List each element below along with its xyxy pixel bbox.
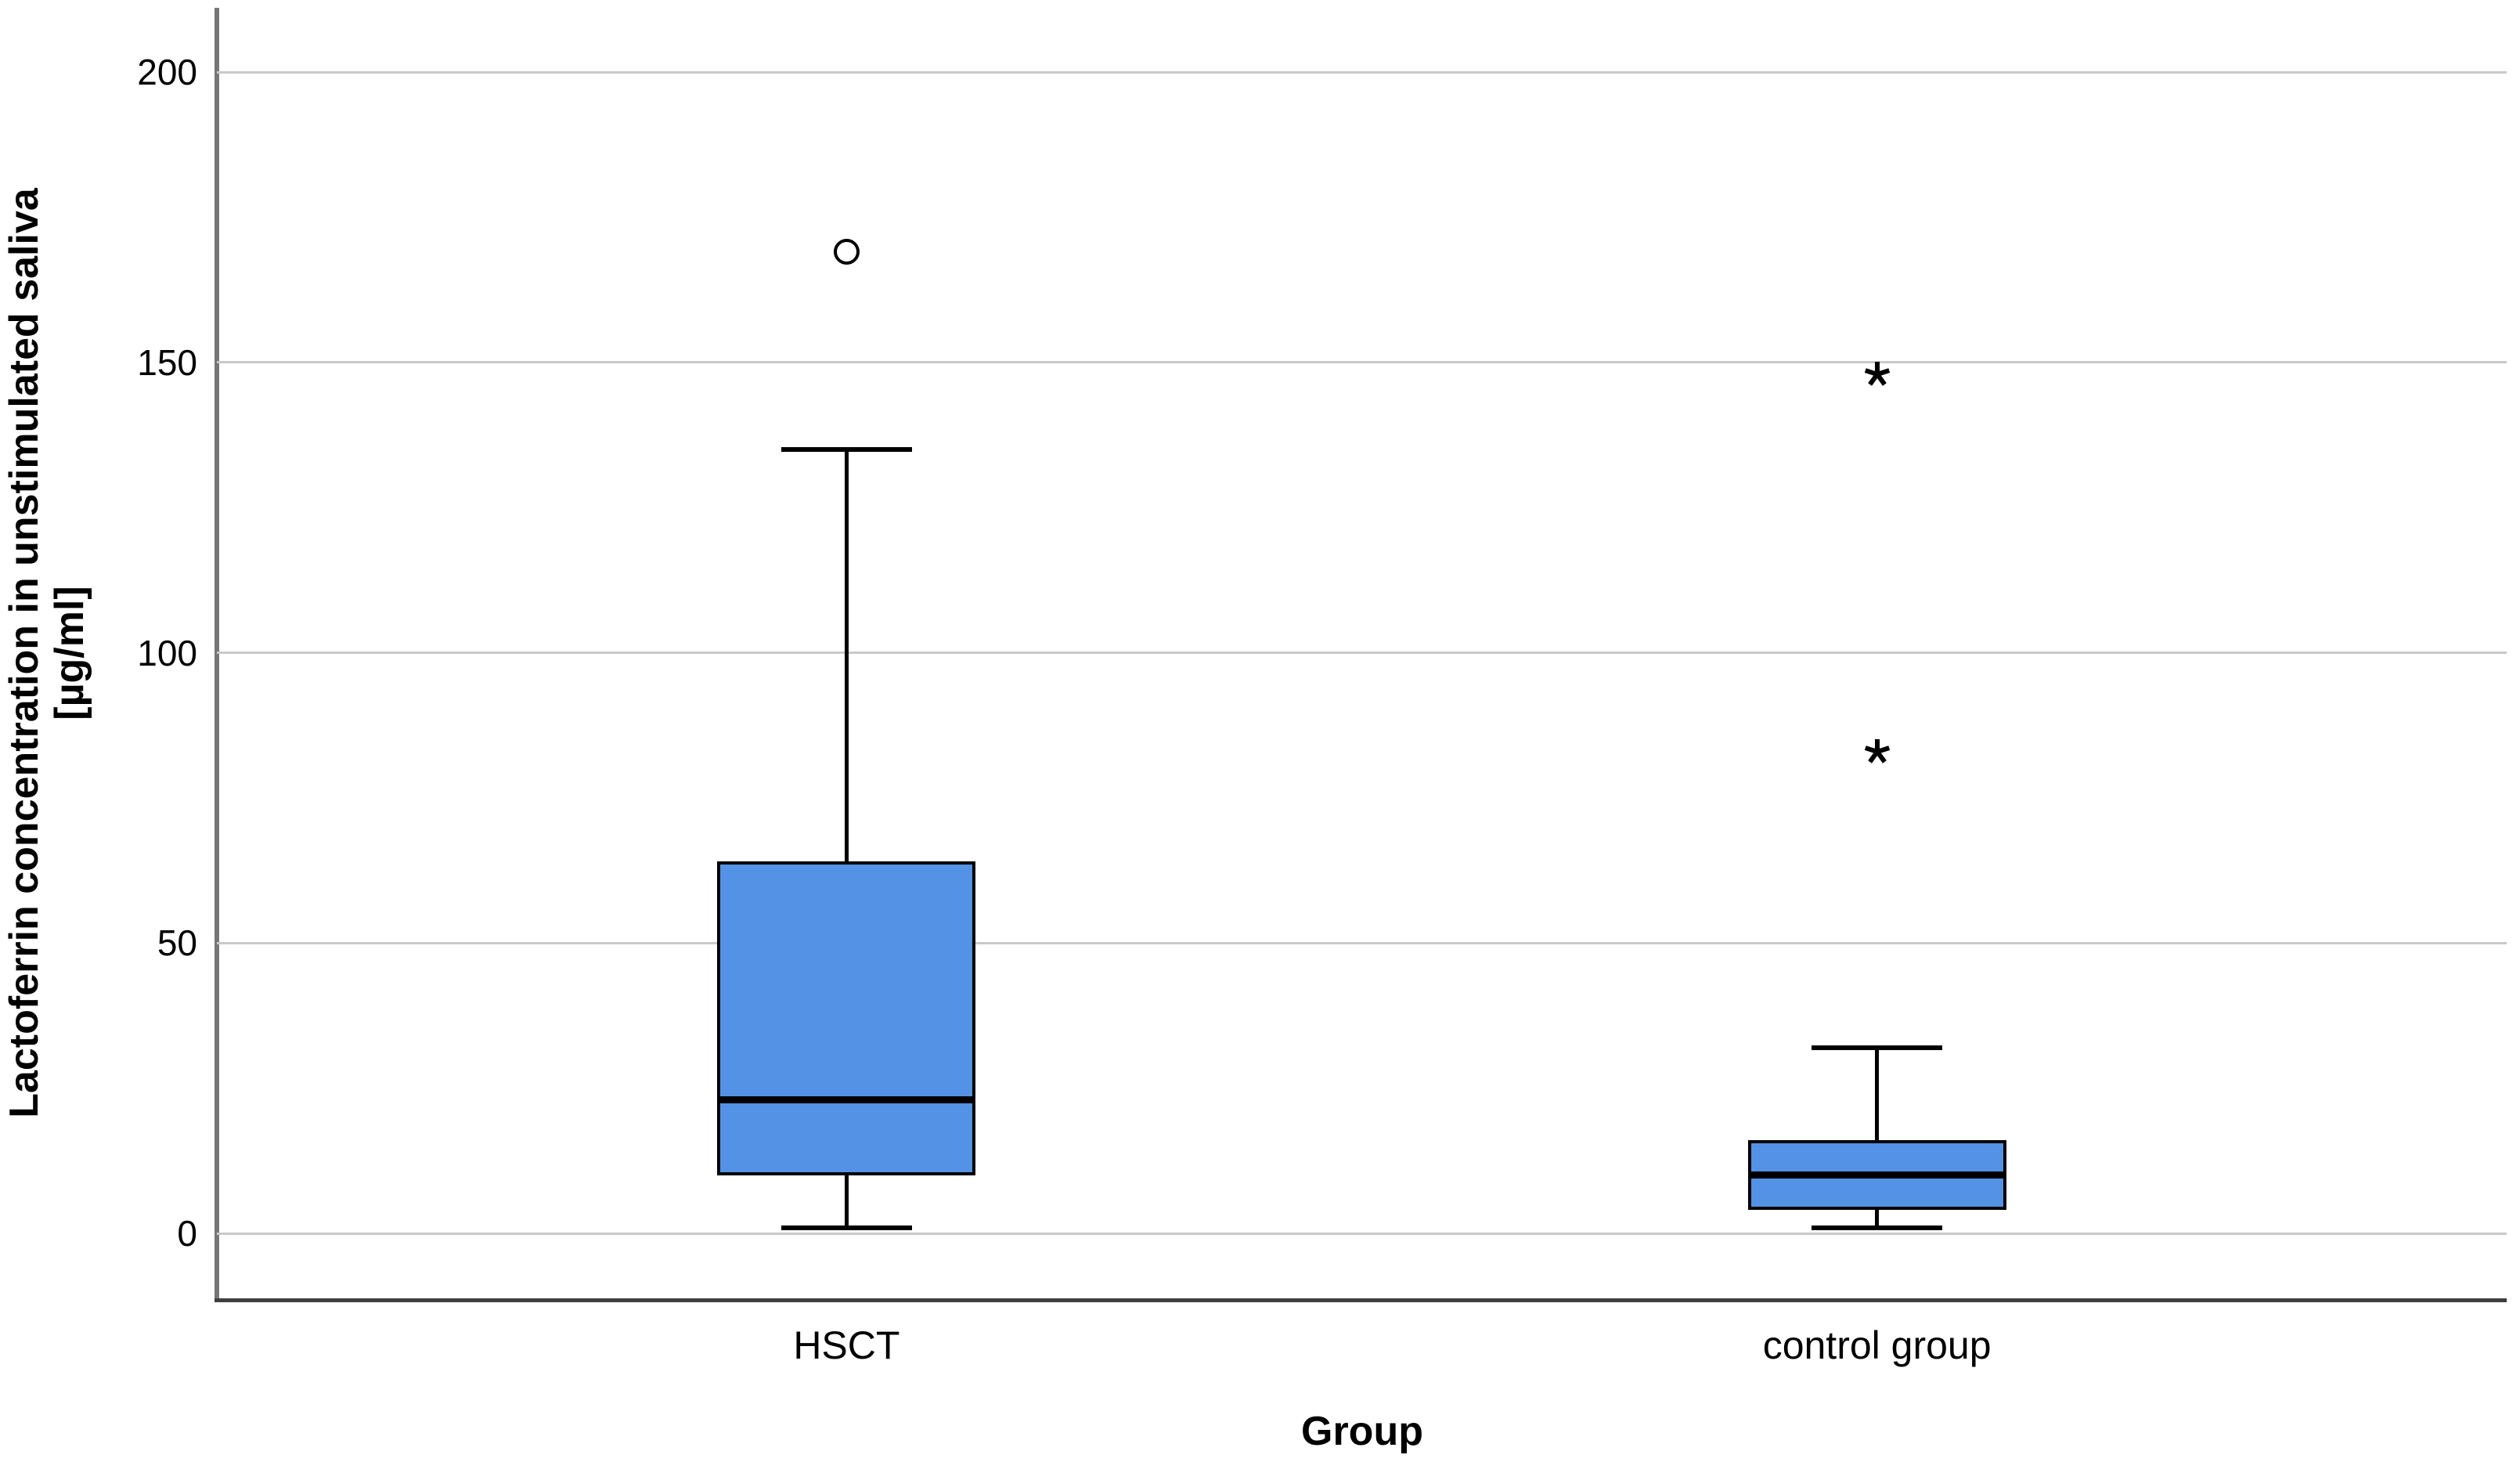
whisker-lower-cap [781, 1225, 912, 1230]
outlier-asterisk-marker [1860, 735, 1895, 773]
x-axis-title: Group [1301, 1409, 1423, 1454]
y-tick-label-0: 0 [177, 1213, 197, 1254]
gridline-y-100 [217, 652, 2507, 654]
y-axis-line [215, 8, 219, 1302]
whisker-upper-stem [844, 449, 849, 862]
whisker-lower-stem [1875, 1210, 1880, 1228]
y-tick-label-200: 200 [137, 52, 197, 92]
gridline-y-0 [217, 1232, 2507, 1235]
gridline-y-50 [217, 941, 2507, 944]
category-label-hsct: HSCT [793, 1323, 900, 1367]
outlier-circle-marker [833, 239, 860, 265]
iqr-box [717, 861, 976, 1175]
median-line [1747, 1171, 2006, 1179]
whisker-upper-cap [1812, 1045, 1943, 1050]
outlier-asterisk-marker [1860, 357, 1895, 395]
median-line [717, 1096, 976, 1103]
y-tick-label-50: 50 [157, 922, 197, 964]
y-tick-label-100: 100 [137, 632, 197, 673]
whisker-upper-stem [1875, 1047, 1880, 1141]
y-tick-label-150: 150 [137, 341, 197, 383]
x-axis-line [215, 1298, 2507, 1302]
gridline-y-200 [217, 70, 2507, 74]
whisker-lower-stem [844, 1175, 849, 1228]
category-label-control: control group [1762, 1323, 1992, 1367]
whisker-lower-cap [1812, 1225, 1943, 1230]
gridline-y-150 [217, 361, 2507, 364]
whisker-upper-cap [781, 446, 912, 452]
